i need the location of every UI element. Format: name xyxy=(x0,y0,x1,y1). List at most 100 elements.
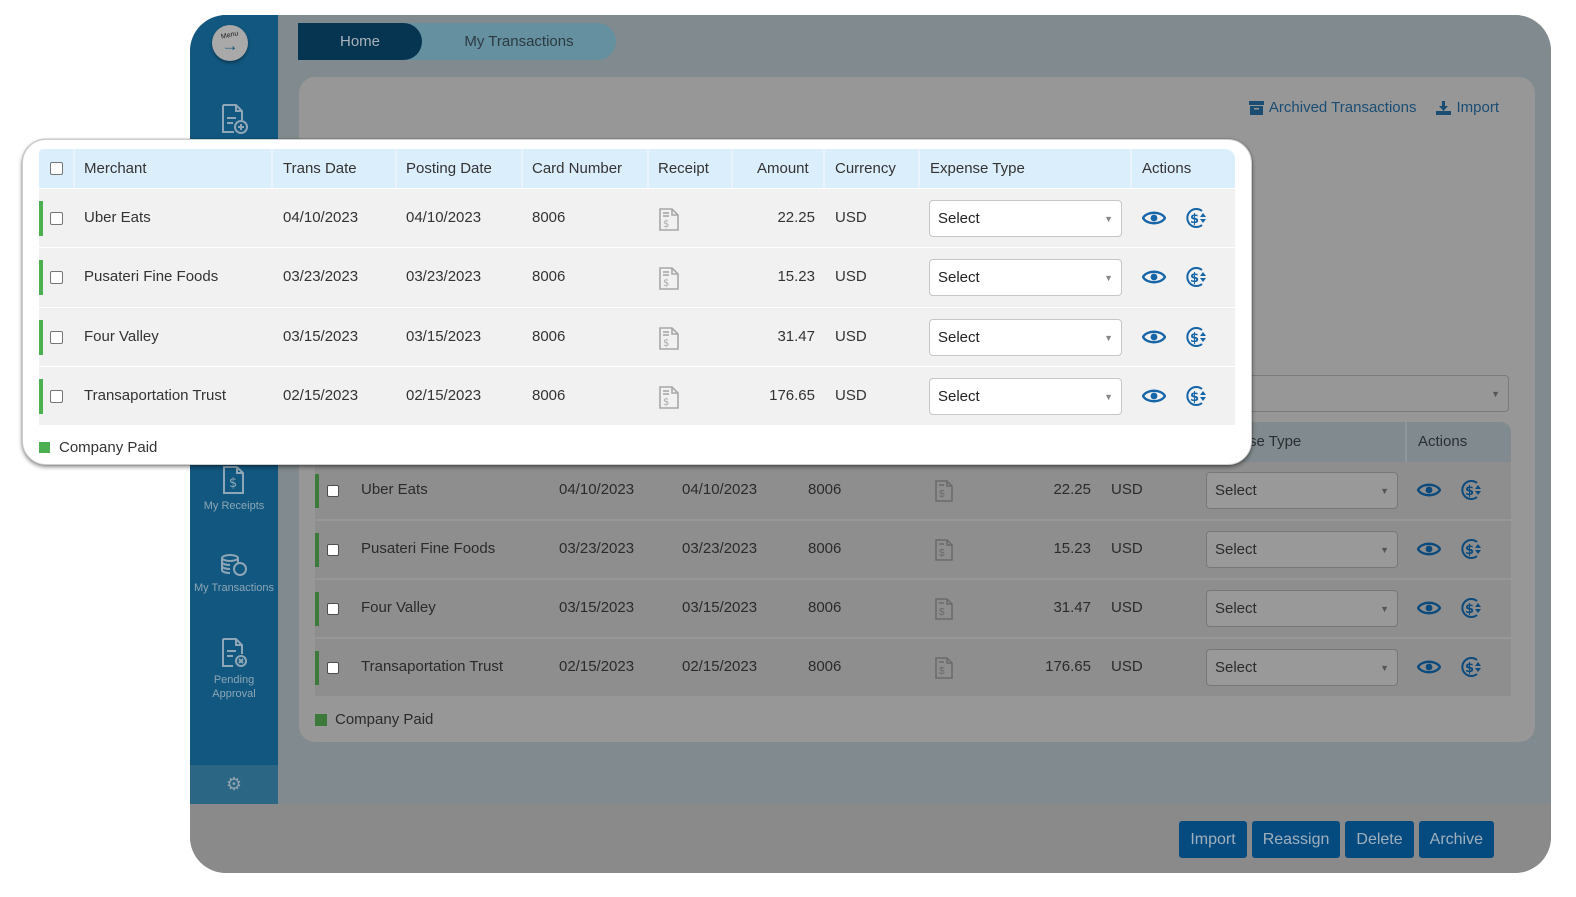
arrow-right-icon: → xyxy=(221,35,239,55)
expense-type-select[interactable]: Select ▼ xyxy=(929,200,1122,237)
tab-bar: Home My Transactions xyxy=(298,23,616,60)
receipt-icon[interactable]: $ xyxy=(658,207,680,236)
table-row: Uber Eats 04/10/2023 04/10/2023 8006 $ 2… xyxy=(315,462,1511,520)
import-button[interactable]: Import xyxy=(1179,821,1247,858)
row-checkbox[interactable] xyxy=(327,603,339,615)
posting-date-cell: 03/15/2023 xyxy=(406,327,482,345)
delete-button[interactable]: Delete xyxy=(1345,821,1414,858)
column-header-receipt[interactable]: Receipt xyxy=(658,160,709,177)
currency-exchange-icon[interactable]: $ xyxy=(1185,326,1207,352)
card-number-cell: 8006 xyxy=(532,327,566,345)
company-paid-indicator xyxy=(39,201,43,236)
expense-type-select[interactable]: Select ▼ xyxy=(929,377,1122,415)
receipt-icon[interactable]: $ xyxy=(934,479,954,507)
view-eye-icon[interactable] xyxy=(1416,482,1442,502)
menu-button[interactable]: Menu → xyxy=(212,25,248,61)
new-expense-icon xyxy=(222,104,248,134)
svg-text:$: $ xyxy=(939,666,945,677)
trans-date-cell: 03/15/2023 xyxy=(283,327,359,345)
settings-button[interactable]: ⚙ xyxy=(190,765,278,804)
receipt-icon[interactable]: $ xyxy=(658,385,680,414)
table-row: Four Valley 03/15/2023 03/15/2023 8006 $… xyxy=(315,580,1511,638)
sidebar-item-pending-approval[interactable]: Pending Approval xyxy=(190,637,278,701)
select-all-checkbox[interactable] xyxy=(50,162,63,175)
currency-exchange-icon[interactable]: $ xyxy=(1185,266,1207,292)
expense-type-select[interactable]: Select ▼ xyxy=(1206,472,1398,509)
currency-exchange-icon[interactable]: $ xyxy=(1185,207,1207,233)
company-paid-indicator xyxy=(315,592,319,626)
archive-button[interactable]: Archive xyxy=(1418,821,1494,858)
sidebar-label: Pending xyxy=(213,674,255,686)
column-header-merchant[interactable]: Merchant xyxy=(84,160,147,177)
row-checkbox[interactable] xyxy=(327,544,339,556)
company-paid-indicator xyxy=(39,319,43,355)
sidebar-item-new-expense[interactable] xyxy=(190,103,278,139)
view-eye-icon[interactable] xyxy=(1141,388,1167,408)
trans-date-cell: 03/23/2023 xyxy=(283,268,359,286)
view-eye-icon[interactable] xyxy=(1141,329,1167,349)
posting-date-cell: 04/10/2023 xyxy=(406,209,482,226)
expense-type-select[interactable]: Select ▼ xyxy=(1206,649,1398,686)
row-checkbox[interactable] xyxy=(327,662,339,674)
row-checkbox[interactable] xyxy=(50,212,63,225)
currency-exchange-icon[interactable]: $ xyxy=(1460,538,1482,564)
tab-my-transactions[interactable]: My Transactions xyxy=(464,33,574,50)
expense-type-select[interactable]: Select ▼ xyxy=(1206,531,1398,568)
column-header-currency[interactable]: Currency xyxy=(835,160,896,177)
card-number-cell: 8006 xyxy=(532,386,566,404)
table-header: Merchant Trans Date Posting Date Card Nu… xyxy=(39,149,1235,188)
company-paid-indicator xyxy=(39,260,43,296)
currency-exchange-icon[interactable]: $ xyxy=(1460,656,1482,682)
sidebar-item-my-receipts[interactable]: $ My Receipts xyxy=(190,465,278,513)
column-header-amount[interactable]: Amount xyxy=(757,160,809,177)
archived-transactions-link[interactable]: Archived Transactions xyxy=(1248,99,1416,116)
currency-exchange-icon[interactable]: $ xyxy=(1460,479,1482,505)
footer-actions: Import Reassign Delete Archive xyxy=(1179,821,1494,858)
column-header-card-number[interactable]: Card Number xyxy=(532,160,623,177)
svg-text:$: $ xyxy=(663,278,669,289)
svg-text:$: $ xyxy=(1190,212,1199,227)
row-checkbox[interactable] xyxy=(50,271,63,285)
tab-home[interactable]: Home xyxy=(298,23,422,60)
sidebar-item-my-transactions[interactable]: My Transactions xyxy=(190,553,278,595)
receipt-icon[interactable]: $ xyxy=(658,266,680,295)
view-eye-icon[interactable] xyxy=(1141,269,1167,289)
expense-type-select[interactable]: Select ▼ xyxy=(1206,590,1398,627)
receipt-icon[interactable]: $ xyxy=(934,656,954,684)
highlighted-transactions-table: Merchant Trans Date Posting Date Card Nu… xyxy=(22,139,1252,465)
legend: Company Paid xyxy=(39,439,157,456)
view-eye-icon[interactable] xyxy=(1416,600,1442,620)
receipt-icon[interactable]: $ xyxy=(934,538,954,566)
row-checkbox[interactable] xyxy=(50,389,63,403)
merchant-cell: Uber Eats xyxy=(84,209,151,226)
receipt-icon[interactable]: $ xyxy=(934,597,954,625)
coins-icon xyxy=(221,554,247,576)
expense-type-select[interactable]: Select ▼ xyxy=(929,259,1122,297)
row-checkbox[interactable] xyxy=(327,485,339,497)
sidebar-label: Approval xyxy=(212,688,256,700)
posting-date-cell: 02/15/2023 xyxy=(406,386,482,404)
column-header-posting-date[interactable]: Posting Date xyxy=(406,160,492,177)
column-header-expense-type[interactable]: Expense Type xyxy=(930,160,1025,177)
reassign-button[interactable]: Reassign xyxy=(1251,821,1341,858)
row-checkbox[interactable] xyxy=(50,330,63,344)
table-row: Uber Eats 04/10/2023 04/10/2023 8006 $ 2… xyxy=(39,188,1235,248)
view-eye-icon[interactable] xyxy=(1416,659,1442,679)
svg-text:$: $ xyxy=(663,219,669,230)
table-row: Transaportation Trust 02/15/2023 02/15/2… xyxy=(315,639,1511,697)
card-number-cell: 8006 xyxy=(532,268,566,286)
receipt-icon[interactable]: $ xyxy=(658,326,680,355)
archive-box-icon xyxy=(1248,100,1264,115)
view-eye-icon[interactable] xyxy=(1416,541,1442,561)
company-paid-indicator xyxy=(315,651,319,685)
currency-exchange-icon[interactable]: $ xyxy=(1185,385,1207,411)
legend: Company Paid xyxy=(315,711,433,728)
view-eye-icon[interactable] xyxy=(1141,210,1167,230)
table-row: Pusateri Fine Foods 03/23/2023 03/23/202… xyxy=(315,521,1511,579)
column-header-trans-date[interactable]: Trans Date xyxy=(283,160,357,177)
expense-type-select[interactable]: Select ▼ xyxy=(929,318,1122,356)
svg-text:$: $ xyxy=(663,338,669,349)
import-link[interactable]: Import xyxy=(1436,99,1499,116)
currency-exchange-icon[interactable]: $ xyxy=(1460,597,1482,623)
filter-dropdown[interactable]: ▼ xyxy=(1229,375,1509,412)
